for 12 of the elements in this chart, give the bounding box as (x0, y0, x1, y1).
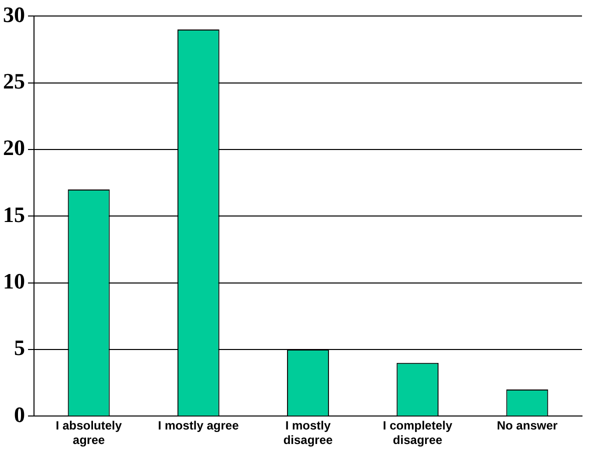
x-tick-label: No answer (496, 418, 558, 433)
y-tick-label: 10 (3, 268, 25, 294)
y-tick-label: 20 (3, 135, 25, 160)
x-tick-label: I mostly agree (158, 418, 240, 433)
y-tick-label: 25 (3, 68, 25, 94)
y-tick-label: 30 (3, 2, 25, 27)
y-tick-label: 5 (14, 335, 25, 360)
x-tick-label: I completely disagree (382, 418, 453, 448)
x-tick-label: I absolutely agree (56, 418, 122, 448)
x-tick-label: I mostly disagree (283, 418, 334, 448)
y-tick-label: 0 (14, 402, 25, 427)
y-tick-label: 15 (3, 202, 25, 227)
